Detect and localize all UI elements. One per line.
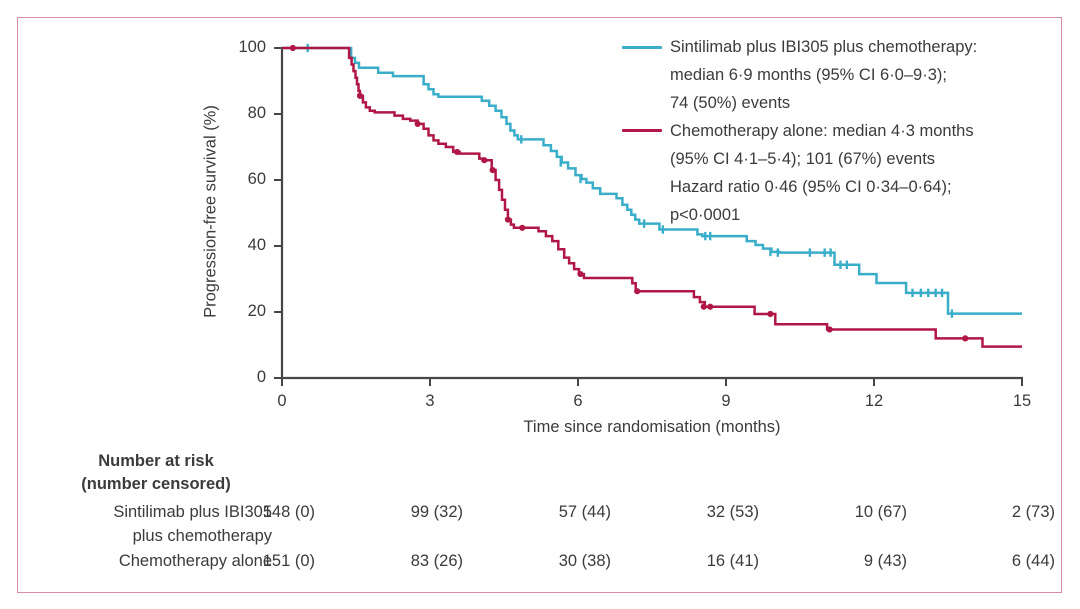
risk-value: 6 (44)	[1011, 552, 1055, 570]
km-curve-sintilimab	[282, 46, 1022, 315]
censor-dot	[700, 303, 707, 310]
legend-text: median 6·9 months (95% CI 6·0–9·3);	[670, 66, 947, 84]
risk-row-label: Chemotherapy alone	[118, 552, 272, 570]
legend-text: Sintilimab plus IBI305 plus chemotherapy…	[670, 38, 978, 56]
y-tick-label: 20	[247, 302, 266, 320]
risk-value: 151 (0)	[262, 552, 315, 570]
risk-value: 32 (53)	[706, 503, 759, 521]
legend-text: 74 (50%) events	[670, 94, 791, 112]
y-tick-label: 40	[247, 236, 266, 254]
y-axis-title: Progression-free survival (%)	[201, 105, 220, 318]
legend-text: Chemotherapy alone: median 4·3 months	[670, 122, 974, 140]
censor-dot	[767, 310, 774, 318]
censor-dot	[826, 326, 833, 333]
legend-text: (95% CI 4·1–5·4); 101 (67%) events	[670, 150, 936, 168]
x-tick-label: 3	[425, 392, 435, 410]
censor-dot	[289, 44, 296, 52]
censor-dot	[634, 288, 641, 295]
legend-text: p<0·0001	[670, 206, 741, 224]
risk-value: 2 (73)	[1011, 503, 1055, 521]
risk-value: 9 (43)	[863, 552, 907, 570]
x-axis-title: Time since randomisation (months)	[523, 418, 781, 436]
risk-table-header: (number censored)	[81, 475, 231, 493]
y-tick-label: 80	[247, 104, 266, 122]
x-tick-label: 6	[573, 392, 583, 410]
censor-dot	[504, 216, 512, 223]
censor-dot	[481, 157, 488, 164]
censor-dot	[519, 224, 526, 231]
censor-dot	[414, 120, 421, 127]
legend-text: Hazard ratio 0·46 (95% CI 0·34–0·64);	[670, 178, 952, 196]
km-curve-chemo-alone	[282, 46, 1022, 348]
x-tick-label: 12	[864, 392, 884, 410]
risk-value: 30 (38)	[558, 552, 611, 570]
censor-dot	[356, 92, 364, 99]
x-tick-label: 15	[1012, 392, 1032, 410]
risk-value: 83 (26)	[410, 552, 463, 570]
risk-row-label: plus chemotherapy	[132, 527, 272, 545]
censor-dot	[454, 148, 461, 156]
censor-dot	[707, 303, 714, 310]
censor-dot	[577, 270, 584, 278]
risk-value: 10 (67)	[854, 503, 907, 521]
risk-value: 57 (44)	[558, 503, 611, 521]
y-tick-label: 100	[238, 38, 266, 56]
censor-dot	[962, 335, 969, 342]
risk-value: 16 (41)	[706, 552, 759, 570]
legend-swatch-sintilimab	[622, 46, 662, 49]
x-tick-label: 0	[277, 392, 287, 410]
risk-value: 148 (0)	[262, 503, 315, 521]
y-tick-label: 0	[256, 368, 266, 386]
risk-table-header: Number at risk	[98, 452, 214, 470]
risk-row-label: Sintilimab plus IBI305	[113, 503, 272, 521]
y-tick-label: 60	[247, 170, 266, 188]
x-tick-label: 9	[721, 392, 731, 410]
censor-dot	[489, 167, 496, 174]
risk-value: 99 (32)	[410, 503, 463, 521]
legend-swatch-chemo	[622, 129, 662, 132]
